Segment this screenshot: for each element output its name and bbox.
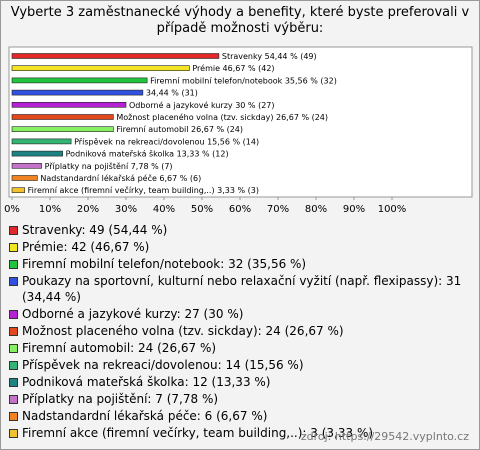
legend-label: Podniková mateřská školka: 12 (13,33 %) — [22, 375, 271, 389]
x-tick-label: 60% — [229, 204, 251, 215]
legend-swatch — [9, 277, 18, 286]
data-label: Firemní automobil 26,67 % (24) — [116, 125, 243, 134]
bar — [11, 138, 72, 145]
data-label: Stravenky 54,44 % (49) — [222, 52, 317, 61]
legend-item: Firemní akce (firemní večírky, team buil… — [9, 425, 471, 441]
data-label: Nadstandardní lékařská péče 6,67 % (6) — [40, 173, 201, 183]
data-label: Prémie 46,67 % (42) — [192, 63, 274, 73]
chart-title: Vyberte 3 zaměstnanecké výhody a benefit… — [10, 5, 470, 36]
legend-item: Příspěvek na rekreaci/dovolenou: 14 (15,… — [9, 357, 471, 373]
bar — [11, 150, 63, 157]
legend-swatch — [9, 395, 18, 404]
bar — [11, 65, 190, 71]
legend-label: Poukazy na sportovní, kulturní nebo rela… — [22, 274, 462, 304]
legend-label: Příplatky na pojištění: 7 (7,78 %) — [22, 392, 219, 406]
legend-label: Nadstandardní lékařská péče: 6 (6,67 %) — [22, 409, 268, 423]
bar — [11, 53, 220, 59]
data-label: Příspěvek na rekreaci/dovolenou 15,56 % … — [74, 137, 259, 146]
x-tick-label: 30% — [115, 204, 137, 215]
legend-item: Podniková mateřská školka: 12 (13,33 %) — [9, 374, 471, 390]
legend-label: Firemní akce (firemní večírky, team buil… — [22, 426, 374, 440]
bar — [11, 102, 127, 108]
legend-item: Stravenky: 49 (54,44 %) — [9, 222, 471, 238]
legend-swatch — [9, 243, 18, 252]
legend-item: Firemní automobil: 24 (26,67 %) — [9, 340, 471, 356]
data-label: Firemní mobilní telefon/notebook 35,56 %… — [150, 76, 337, 85]
x-tick-label: 80% — [305, 204, 327, 215]
legend-swatch — [9, 327, 18, 336]
data-label: Firemní akce (firemní večírky, team buil… — [28, 185, 259, 195]
x-tick-label: 70% — [267, 204, 289, 215]
bar — [11, 114, 114, 120]
legend-label: Stravenky: 49 (54,44 %) — [22, 223, 168, 237]
bar — [11, 187, 25, 193]
legend-label: Možnost placeného volna (tzv. sickday): … — [22, 324, 344, 338]
data-label: Příplatky na pojištění 7,78 % (7) — [45, 161, 173, 171]
legend-swatch — [9, 361, 18, 370]
chart: 0% 10% 20% 30% 40% 50% 60% 70% 80% 90% 100% Straven… — [4, 46, 473, 215]
bar — [11, 126, 114, 132]
source: zdroj: https://29542.vyplnto.cz — [300, 430, 469, 443]
legend-item: Nadstandardní lékařská péče: 6 (6,67 %) — [9, 408, 471, 424]
legend-item: Prémie: 42 (46,67 %) — [9, 239, 471, 255]
bar — [11, 175, 38, 181]
x-tick-label: 100% — [378, 204, 407, 215]
legend-label: Příspěvek na rekreaci/dovolenou: 14 (15,… — [22, 358, 304, 372]
plot-area — [8, 46, 473, 198]
data-label: 34,44 % (31) — [146, 89, 198, 98]
data-label: Podniková mateřská školka 13,33 % (12) — [66, 149, 229, 159]
legend-swatch — [9, 344, 18, 353]
x-tick-label: 90% — [343, 204, 365, 215]
bar — [11, 163, 42, 169]
legend-swatch — [9, 412, 18, 421]
legend-item: Odborné a jazykové kurzy: 27 (30 %) — [9, 306, 471, 322]
legend-label: Firemní automobil: 24 (26,67 %) — [22, 341, 217, 355]
x-tick-label: 20% — [77, 204, 99, 215]
legend-item: Firemní mobilní telefon/notebook: 32 (35… — [9, 256, 471, 272]
legend-item: Poukazy na sportovní, kulturní nebo rela… — [9, 273, 471, 305]
legend-label: Prémie: 42 (46,67 %) — [22, 240, 150, 254]
legend-label: Firemní mobilní telefon/notebook: 32 (35… — [22, 257, 307, 271]
legend-item: Příplatky na pojištění: 7 (7,78 %) — [9, 391, 471, 407]
x-tick-label: 40% — [153, 204, 175, 215]
data-label: Odborné a jazykové kurzy 30 % (27) — [129, 100, 275, 110]
x-tick-label: 10% — [39, 204, 61, 215]
legend-swatch — [9, 378, 18, 387]
legend-swatch — [9, 310, 18, 319]
data-label: Možnost placeného volna (tzv. sickday) 2… — [116, 112, 328, 122]
legend-swatch — [9, 429, 18, 438]
legend-swatch — [9, 226, 18, 235]
x-tick-label: 0% — [4, 204, 20, 215]
bar — [11, 77, 148, 84]
x-tick-label: 50% — [191, 204, 213, 215]
bar — [11, 89, 144, 96]
legend-label: Odborné a jazykové kurzy: 27 (30 %) — [22, 307, 244, 321]
legend-item: Možnost placeného volna (tzv. sickday): … — [9, 323, 471, 339]
legend-swatch — [9, 260, 18, 269]
legend: Stravenky: 49 (54,44 %) Prémie: 42 (46,67… — [9, 222, 471, 442]
